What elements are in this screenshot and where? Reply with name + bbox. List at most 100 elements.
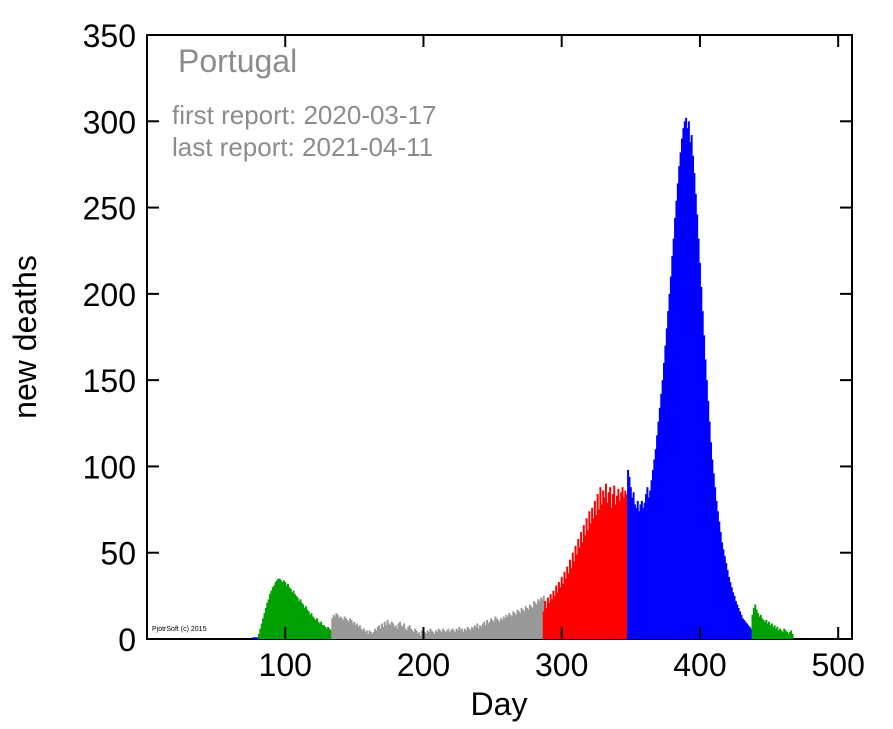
bar xyxy=(787,633,790,639)
bar xyxy=(300,602,303,639)
bar xyxy=(281,582,284,639)
bar xyxy=(369,632,372,639)
bar xyxy=(581,542,584,639)
bar xyxy=(517,611,520,639)
bar xyxy=(421,630,424,639)
x-tick-label: 100 xyxy=(259,647,312,683)
bar xyxy=(758,616,761,639)
bar xyxy=(363,628,366,639)
bar xyxy=(376,626,379,639)
bar xyxy=(591,507,594,639)
bar xyxy=(553,595,556,639)
bar xyxy=(400,625,403,639)
bar xyxy=(519,613,522,639)
bar xyxy=(494,616,497,639)
bar xyxy=(434,630,437,639)
bar xyxy=(704,359,707,639)
bar xyxy=(564,578,567,639)
bar xyxy=(578,547,581,639)
bar xyxy=(284,582,287,639)
bar xyxy=(556,592,559,639)
bar xyxy=(617,488,620,639)
bar xyxy=(574,545,577,639)
bar xyxy=(266,602,269,639)
bar xyxy=(672,238,675,640)
bar xyxy=(649,490,652,639)
bar xyxy=(282,580,285,639)
bar xyxy=(697,238,700,640)
bar xyxy=(332,614,335,639)
y-tick-label: 200 xyxy=(83,277,136,313)
bar xyxy=(458,626,461,639)
bar xyxy=(690,135,693,639)
bar xyxy=(712,473,715,639)
bar xyxy=(271,587,274,639)
bar xyxy=(430,630,433,639)
bar xyxy=(329,630,332,639)
bar xyxy=(299,599,302,639)
bar xyxy=(707,400,710,639)
bar xyxy=(658,407,661,639)
bar xyxy=(633,504,636,639)
bar xyxy=(657,421,660,639)
last-report-text: last report: 2021-04-11 xyxy=(172,132,433,162)
first-report-text: first report: 2020-03-17 xyxy=(172,100,436,130)
bar xyxy=(694,193,697,639)
bar xyxy=(350,620,353,639)
bar xyxy=(336,614,339,639)
bar xyxy=(309,614,312,639)
bar xyxy=(504,618,507,639)
bar xyxy=(569,559,571,639)
bar xyxy=(582,525,585,639)
bar xyxy=(575,554,578,639)
bar xyxy=(743,620,746,639)
bar xyxy=(508,613,511,639)
bar xyxy=(725,563,728,639)
bar xyxy=(526,607,529,639)
bar xyxy=(433,633,436,639)
bar xyxy=(562,583,565,639)
bar xyxy=(584,535,587,639)
bar xyxy=(650,480,653,639)
bar xyxy=(487,623,490,639)
bar xyxy=(501,620,504,639)
bar xyxy=(754,604,757,639)
bar xyxy=(407,626,410,639)
bar xyxy=(340,618,343,639)
bar xyxy=(437,628,440,639)
bar xyxy=(539,597,542,639)
bar xyxy=(342,620,345,639)
bar xyxy=(777,630,780,639)
bar xyxy=(347,621,350,639)
bar xyxy=(372,632,375,639)
bar xyxy=(288,587,291,639)
bar xyxy=(311,616,314,639)
bar xyxy=(257,633,260,639)
bar xyxy=(365,630,368,639)
bar xyxy=(465,630,468,639)
bar xyxy=(646,487,649,639)
bar xyxy=(551,599,554,639)
bar xyxy=(351,623,354,639)
x-tick-label: 400 xyxy=(673,647,726,683)
bar xyxy=(716,511,719,639)
bar xyxy=(513,613,516,639)
bar xyxy=(790,630,793,639)
bar xyxy=(537,599,540,639)
bar xyxy=(502,616,505,639)
bar xyxy=(689,141,692,639)
bar xyxy=(509,614,512,639)
bar xyxy=(477,628,480,639)
bar xyxy=(310,613,313,639)
bar xyxy=(488,621,491,639)
bar xyxy=(379,628,382,639)
bar xyxy=(505,614,508,639)
bar xyxy=(733,595,736,639)
bar xyxy=(732,592,735,639)
bar xyxy=(546,597,549,639)
bar xyxy=(616,495,618,639)
bar xyxy=(295,595,298,639)
bar xyxy=(280,580,283,639)
bar xyxy=(718,521,721,639)
bar xyxy=(602,490,605,639)
